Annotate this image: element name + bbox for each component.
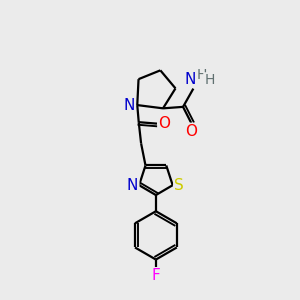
Text: N: N xyxy=(185,72,196,87)
Text: N: N xyxy=(127,178,138,193)
Text: O: O xyxy=(158,116,170,130)
Text: H: H xyxy=(204,74,215,87)
Text: H: H xyxy=(197,68,207,83)
Text: F: F xyxy=(152,268,160,283)
Text: O: O xyxy=(185,124,197,139)
Text: S: S xyxy=(174,178,184,193)
Text: N: N xyxy=(123,98,135,113)
